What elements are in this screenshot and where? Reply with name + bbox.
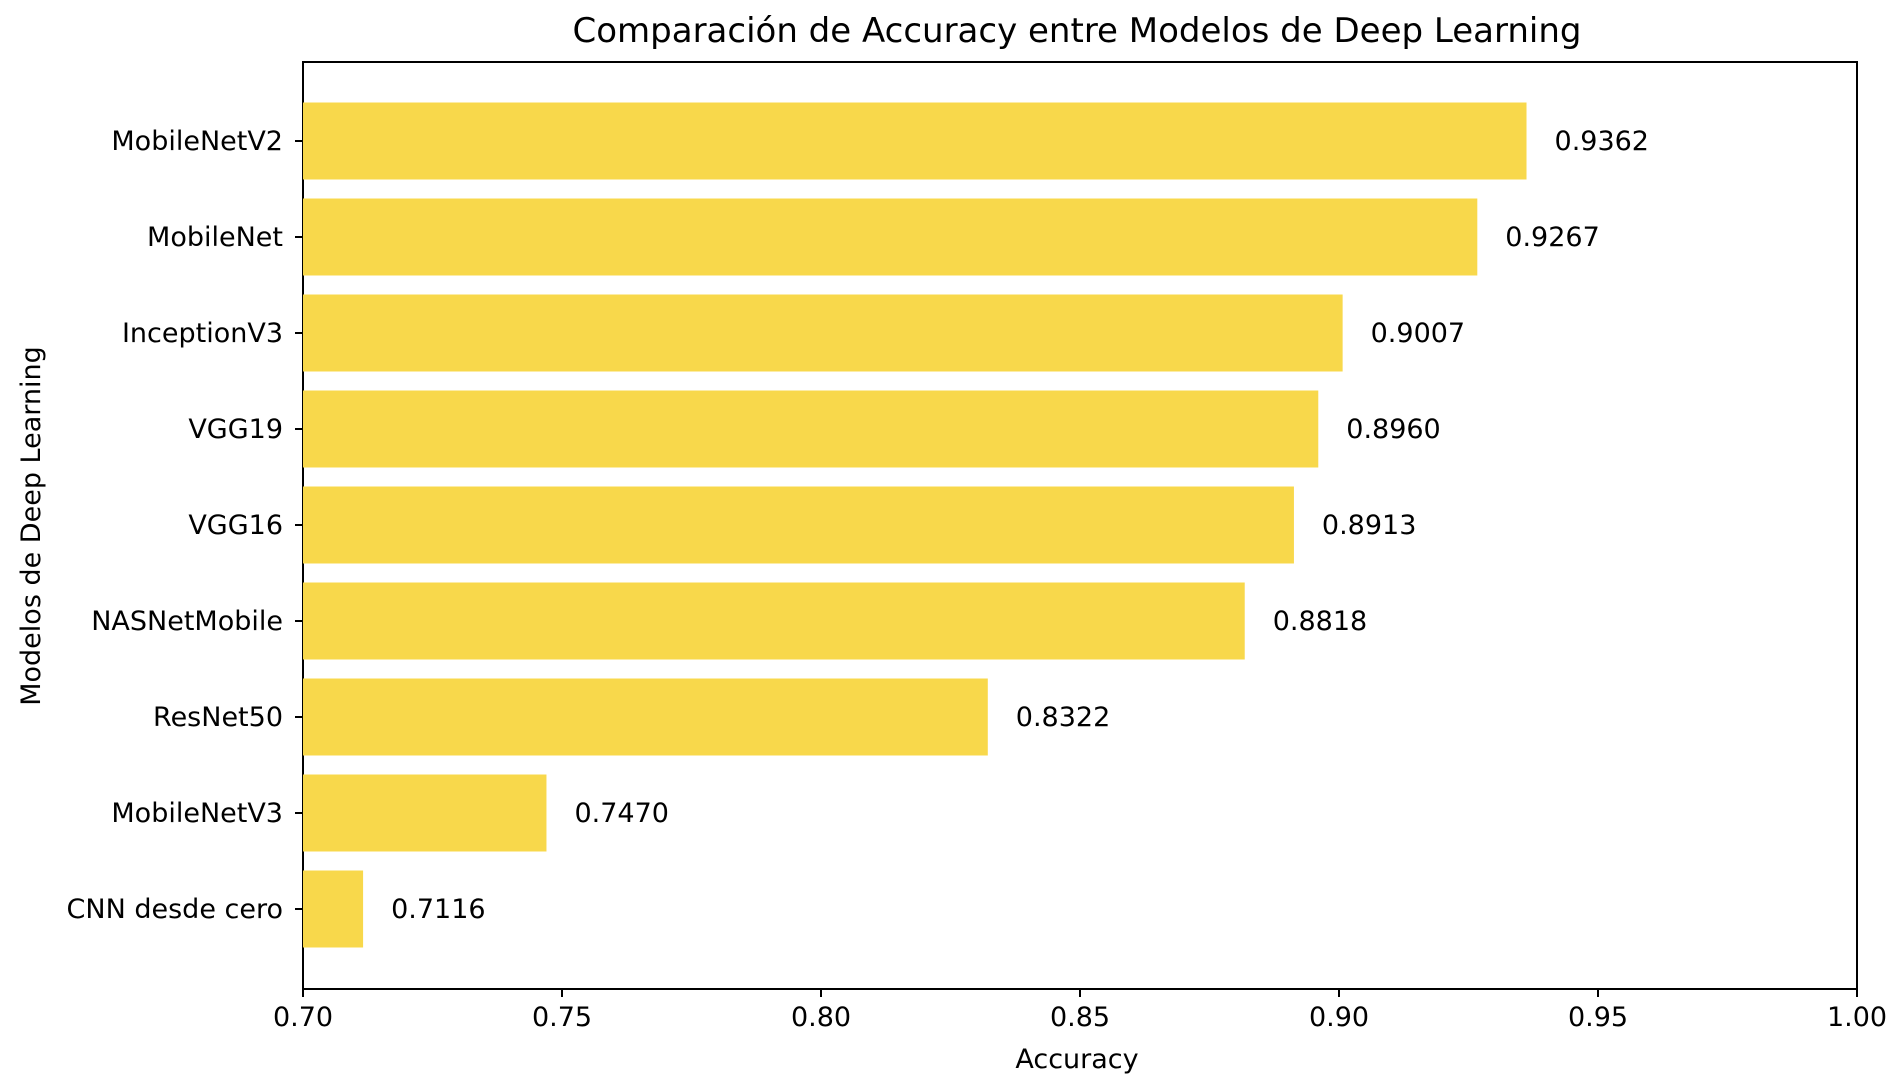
- x-axis-label: Accuracy: [1015, 1044, 1138, 1075]
- data-label: 0.9362: [1555, 126, 1649, 157]
- bars-layer: 0.9362 0.9267 0.9007 0.8960 0.8913 0.8818 0.83…: [303, 102, 1649, 948]
- y-tick-label: VGG19: [188, 414, 283, 445]
- data-label: 0.7116: [391, 894, 485, 925]
- x-tick-label: 0.75: [532, 1002, 592, 1033]
- y-tick-label: CNN desde cero: [67, 894, 283, 925]
- bar-vgg19: [303, 390, 1319, 468]
- bar-nasnetmobile: [303, 582, 1245, 660]
- y-tick-label: ResNet50: [153, 702, 283, 733]
- x-tick-label: 0.90: [1309, 1002, 1369, 1033]
- bar-cnn-desde-cero: [303, 870, 364, 948]
- y-tick-label: MobileNetV2: [111, 126, 283, 157]
- y-axis-ticks: MobileNetV2 MobileNet InceptionV3 VGG19 VGG1…: [67, 126, 303, 925]
- data-label: 0.9267: [1505, 222, 1599, 253]
- y-tick-label: InceptionV3: [122, 318, 283, 349]
- bar-mobilenetv2: [303, 102, 1527, 180]
- x-tick-label: 0.80: [791, 1002, 851, 1033]
- x-tick-label: 0.85: [1050, 1002, 1110, 1033]
- bar-inceptionv3: [303, 294, 1343, 372]
- y-tick-label: MobileNetV3: [111, 798, 283, 829]
- bar-vgg16: [303, 486, 1294, 564]
- x-tick-label: 1.00: [1827, 1002, 1887, 1033]
- data-label: 0.8960: [1346, 414, 1440, 445]
- data-label: 0.9007: [1371, 318, 1465, 349]
- data-label: 0.7470: [574, 798, 668, 829]
- x-tick-label: 0.70: [273, 1002, 333, 1033]
- bar-mobilenet: [303, 198, 1478, 276]
- bar-mobilenetv3: [303, 774, 547, 852]
- y-tick-label: MobileNet: [147, 222, 283, 253]
- x-axis-ticks: 0.70 0.75 0.80 0.85 0.90 0.95 1.00: [273, 989, 1887, 1033]
- data-label: 0.8818: [1273, 606, 1367, 637]
- x-tick-label: 0.95: [1568, 1002, 1628, 1033]
- data-label: 0.8322: [1016, 702, 1110, 733]
- chart-title: Comparación de Accuracy entre Modelos de…: [572, 11, 1581, 51]
- bar-resnet50: [303, 678, 988, 756]
- y-tick-label: NASNetMobile: [91, 606, 283, 637]
- data-label: 0.8913: [1322, 510, 1416, 541]
- y-tick-label: VGG16: [188, 510, 283, 541]
- y-axis-label: Modelos de Deep Learning: [16, 346, 47, 706]
